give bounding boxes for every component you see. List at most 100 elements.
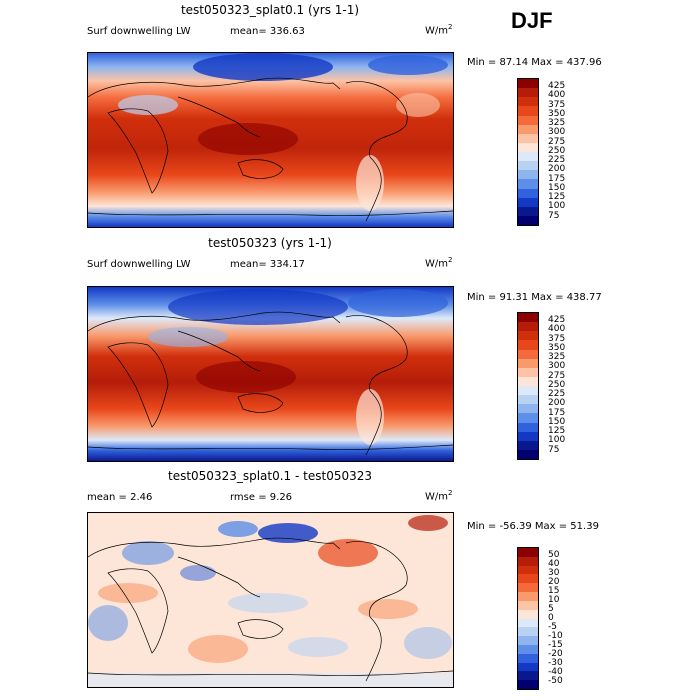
panel-3-rmse: rmse = 9.26 (230, 492, 293, 503)
colorbar-tick-label: 250 (548, 146, 566, 156)
colorbar-tick-label: 350 (548, 109, 566, 119)
colorbar-2-swatch (518, 440, 538, 450)
colorbar-2-swatch (518, 404, 538, 414)
colorbar-2-swatch (518, 449, 538, 459)
panel-3-map (87, 512, 454, 688)
panel-2-colorbar (517, 312, 539, 460)
colorbar-1-swatch (518, 79, 538, 89)
panel-3-title: test050323_splat0.1 - test050323 (167, 469, 373, 483)
colorbar-3-swatch (518, 548, 538, 557)
colorbar-tick-label: 150 (548, 183, 566, 193)
colorbar-2-swatch (518, 413, 538, 423)
panel-1-colorbar (517, 78, 539, 226)
colorbar-tick-label: 225 (548, 389, 566, 399)
colorbar-3-swatch (518, 556, 538, 566)
colorbar-3-swatch (518, 592, 538, 601)
colorbar-tick-label: 300 (548, 361, 566, 371)
colorbar-tick-label: -10 (548, 631, 563, 641)
panel-2-variable: Surf downwelling LW (87, 259, 191, 270)
colorbar-tick-label: 150 (548, 417, 566, 427)
colorbar-tick-label: 300 (548, 127, 566, 137)
colorbar-tick-label: -5 (548, 622, 557, 632)
colorbar-3-swatch (518, 680, 538, 689)
colorbar-1-swatch (518, 206, 538, 216)
colorbar-3-swatch (518, 583, 538, 593)
panel-1-variable: Surf downwelling LW (87, 26, 191, 37)
colorbar-tick-label: 100 (548, 201, 566, 211)
colorbar-tick-label: 425 (548, 81, 566, 91)
colorbar-tick-label: 400 (548, 324, 566, 334)
panel-1-map (87, 52, 454, 228)
colorbar-1-swatch (518, 97, 538, 107)
colorbar-1-swatch (518, 152, 538, 162)
colorbar-tick-label: -15 (548, 640, 563, 650)
colorbar-tick-label: 225 (548, 155, 566, 165)
colorbar-1-swatch (518, 133, 538, 143)
colorbar-3-swatch (518, 600, 538, 610)
colorbar-tick-label: 275 (548, 137, 566, 147)
colorbar-tick-label: 125 (548, 192, 566, 202)
panel-2-title: test050323 (yrs 1-1) (208, 236, 332, 250)
colorbar-2-swatch (518, 376, 538, 386)
panel-2-minmax: Min = 91.31 Max = 438.77 (467, 292, 602, 303)
colorbar-tick-label: 125 (548, 426, 566, 436)
colorbar-tick-label: 200 (548, 164, 566, 174)
panel-2-map (87, 286, 454, 462)
panel-1-mean: mean= 336.63 (230, 26, 305, 37)
colorbar-1-swatch (518, 124, 538, 134)
colorbar-3-swatch (518, 609, 538, 619)
colorbar-2-swatch (518, 367, 538, 377)
colorbar-2-swatch (518, 331, 538, 341)
colorbar-1-swatch (518, 215, 538, 225)
colorbar-tick-label: 375 (548, 334, 566, 344)
colorbar-1-swatch (518, 88, 538, 98)
colorbar-2-swatch (518, 322, 538, 332)
colorbar-3-swatch (518, 565, 538, 575)
colorbar-1-swatch (518, 179, 538, 189)
panel-3-minmax: Min = -56.39 Max = 51.39 (467, 521, 599, 532)
colorbar-1-swatch (518, 188, 538, 198)
colorbar-3-swatch (518, 636, 538, 645)
season-label: DJF (511, 8, 553, 33)
panel-2-mean: mean= 334.17 (230, 259, 305, 270)
colorbar-2-swatch (518, 340, 538, 350)
colorbar-tick-label: 175 (548, 174, 566, 184)
colorbar-tick-label: 20 (548, 577, 560, 587)
colorbar-tick-label: 100 (548, 435, 566, 445)
colorbar-tick-label: 275 (548, 371, 566, 381)
colorbar-tick-label: -50 (548, 676, 563, 686)
colorbar-1-swatch (518, 161, 538, 171)
panel-3-colorbar (517, 547, 539, 690)
colorbar-2-swatch (518, 431, 538, 441)
colorbar-tick-label: 0 (548, 613, 554, 623)
colorbar-1-swatch (518, 170, 538, 180)
panel-2-units: W/m2 (425, 256, 453, 270)
colorbar-2-swatch (518, 422, 538, 432)
colorbar-2-swatch (518, 358, 538, 368)
colorbar-2-swatch (518, 386, 538, 396)
colorbar-tick-label: 5 (548, 604, 554, 614)
colorbar-tick-label: -30 (548, 658, 563, 668)
colorbar-3-swatch (518, 671, 538, 681)
colorbar-1-swatch (518, 197, 538, 207)
colorbar-2-swatch (518, 395, 538, 405)
colorbar-tick-label: 400 (548, 90, 566, 100)
colorbar-tick-label: 15 (548, 586, 560, 596)
panel-1-title: test050323_splat0.1 (yrs 1-1) (180, 3, 360, 17)
colorbar-tick-label: 75 (548, 445, 560, 455)
colorbar-tick-label: -40 (548, 667, 563, 677)
colorbar-1-swatch (518, 115, 538, 125)
colorbar-3-swatch (518, 618, 538, 628)
colorbar-3-swatch (518, 653, 538, 663)
colorbar-tick-label: 40 (548, 559, 560, 569)
colorbar-tick-label: 250 (548, 380, 566, 390)
colorbar-1-swatch (518, 106, 538, 116)
colorbar-tick-label: 425 (548, 315, 566, 325)
colorbar-3-swatch (518, 627, 538, 637)
colorbar-2-swatch (518, 349, 538, 359)
colorbar-tick-label: 375 (548, 100, 566, 110)
colorbar-3-swatch (518, 644, 538, 654)
colorbar-tick-label: 350 (548, 343, 566, 353)
panel-3-mean: mean = 2.46 (87, 492, 153, 503)
colorbar-tick-label: 175 (548, 408, 566, 418)
